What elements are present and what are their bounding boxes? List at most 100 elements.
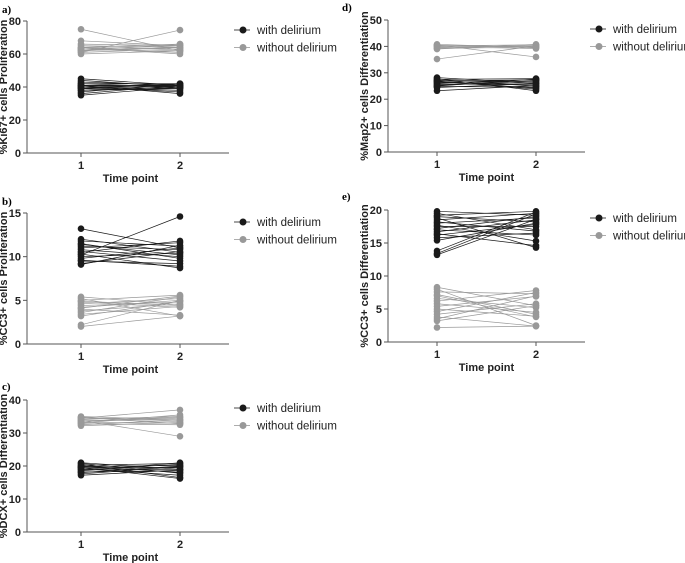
subject-line xyxy=(436,286,537,307)
subject-line xyxy=(436,233,537,246)
subject-line xyxy=(436,85,537,92)
legend-item: without delirium xyxy=(590,42,685,54)
data-point xyxy=(77,323,85,330)
data-point xyxy=(77,256,85,264)
y-axis-title: %Map2+ cells Differentiation xyxy=(359,11,371,161)
panel-c: c) 0 10 20 30 40 1 2 Time point %DCX+ cells Diffe… xyxy=(0,381,337,563)
subject-line xyxy=(80,422,181,427)
data-point xyxy=(77,422,85,430)
subject-line xyxy=(80,294,181,301)
subject-line xyxy=(80,80,181,88)
legend-item: with delirium xyxy=(590,24,677,36)
subject-line xyxy=(80,50,181,55)
y-tick-label: 40 xyxy=(9,395,21,407)
subject-line xyxy=(436,305,537,322)
y-tick-label: 30 xyxy=(370,68,382,80)
subject-line xyxy=(436,212,537,231)
data-point xyxy=(77,312,85,320)
y-tick-label: 40 xyxy=(9,82,21,94)
x-tick-label: 1 xyxy=(434,349,440,361)
subject-line xyxy=(80,242,181,249)
panel-label: d) xyxy=(342,2,352,14)
y-tick-label: 20 xyxy=(9,115,21,127)
legend-label: with delirium xyxy=(612,213,677,225)
subject-line xyxy=(80,409,181,419)
y-tick-label: 5 xyxy=(376,304,382,316)
data-point xyxy=(433,77,441,85)
subject-line xyxy=(80,299,181,326)
y-tick-label: 20 xyxy=(370,94,382,106)
legend-marker xyxy=(595,43,603,50)
legend-label: without delirium xyxy=(256,421,337,433)
legend-label: with delirium xyxy=(612,24,677,36)
legend-label: without delirium xyxy=(256,235,337,247)
subject-line xyxy=(80,43,181,48)
legend-label: with delirium xyxy=(256,403,321,415)
y-axis-title: %Ki67+ cells Proliferation xyxy=(0,19,10,154)
subject-line xyxy=(436,80,537,90)
subject-line xyxy=(80,295,181,309)
y-tick-label: 15 xyxy=(9,208,21,220)
panel-label: e) xyxy=(342,191,351,203)
legend-item: without delirium xyxy=(234,421,337,433)
x-axis-title: Time point xyxy=(103,173,159,185)
subject-line xyxy=(436,291,537,295)
series-with-delirium xyxy=(433,74,540,95)
subject-line xyxy=(436,303,537,313)
y-tick-label: 0 xyxy=(15,527,21,539)
y-tick-label: 20 xyxy=(9,461,21,473)
panel-label: c) xyxy=(2,381,11,393)
subject-line xyxy=(80,47,181,52)
data-point xyxy=(176,40,184,48)
subject-line xyxy=(80,240,181,253)
legend-item: without delirium xyxy=(590,231,685,243)
data-point xyxy=(176,262,184,270)
data-point xyxy=(77,25,85,33)
data-point xyxy=(176,242,184,249)
subject-line xyxy=(436,83,537,88)
panel-e: e) 0 5 10 15 20 1 2 Time point %CC3+ cells Differ… xyxy=(342,191,685,374)
x-tick-label: 1 xyxy=(78,539,84,551)
x-tick-label: 2 xyxy=(177,351,183,363)
subject-line xyxy=(80,86,181,91)
data-point xyxy=(77,297,85,305)
panel-d: d) 0 10 20 30 40 50 1 2 Time point %Map2+ cells Di… xyxy=(342,2,685,184)
subject-line xyxy=(80,48,181,52)
panel-label: b) xyxy=(2,196,12,208)
data-point xyxy=(176,475,184,482)
subject-line xyxy=(80,238,181,253)
y-tick-label: 10 xyxy=(370,271,382,283)
panel-b: b) 0 5 10 15 1 2 Time point %CC3+ cells Prolifer… xyxy=(0,196,337,376)
data-point xyxy=(77,471,85,479)
series-without-delirium xyxy=(433,40,540,63)
data-point xyxy=(176,417,184,424)
data-point xyxy=(433,237,441,244)
x-axis-title: Time point xyxy=(103,552,159,563)
data-point xyxy=(77,241,85,248)
subject-line xyxy=(436,296,537,307)
subject-line xyxy=(436,232,537,239)
data-point xyxy=(176,213,184,220)
data-point xyxy=(77,88,85,96)
y-tick-label: 0 xyxy=(376,147,382,159)
legend-marker xyxy=(239,26,247,34)
data-point xyxy=(77,225,85,233)
subject-line xyxy=(436,213,537,254)
panel-a: a) 0 20 40 60 80 1 2 Time point %Ki67+ cells Prol… xyxy=(0,4,337,185)
data-point xyxy=(532,210,540,218)
y-tick-label: 5 xyxy=(15,295,21,307)
legend-label: without delirium xyxy=(612,231,685,243)
data-point xyxy=(433,82,441,90)
subject-line xyxy=(80,306,181,315)
y-tick-label: 0 xyxy=(15,339,21,351)
data-point xyxy=(433,324,441,331)
series-without-delirium xyxy=(77,406,184,440)
subject-line xyxy=(80,247,181,259)
subject-line xyxy=(80,296,181,313)
subject-line xyxy=(80,466,181,475)
data-point xyxy=(433,87,441,95)
data-point xyxy=(433,317,441,325)
data-point xyxy=(532,322,540,330)
subject-line xyxy=(80,47,181,50)
subject-line xyxy=(436,45,537,60)
